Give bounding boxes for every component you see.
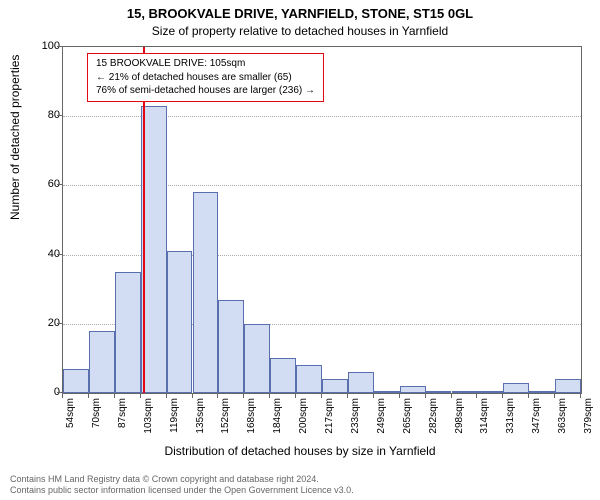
y-tick-mark xyxy=(57,254,62,255)
y-tick-label: 100 xyxy=(24,40,60,52)
x-tick-label: 87sqm xyxy=(117,398,128,448)
chart-title: 15, BROOKVALE DRIVE, YARNFIELD, STONE, S… xyxy=(0,6,600,21)
y-tick-mark xyxy=(57,392,62,393)
x-tick-label: 282sqm xyxy=(428,398,439,448)
histogram-bar xyxy=(374,391,400,393)
histogram-bar xyxy=(167,251,193,393)
info-box-line1: 15 BROOKVALE DRIVE: 105sqm xyxy=(96,57,315,71)
y-tick-label: 40 xyxy=(24,248,60,260)
x-tick-mark xyxy=(192,394,193,398)
x-tick-label: 217sqm xyxy=(324,398,335,448)
histogram-bar xyxy=(555,379,581,393)
x-tick-mark xyxy=(399,394,400,398)
histogram-bar xyxy=(218,300,244,393)
x-tick-mark xyxy=(243,394,244,398)
x-tick-label: 331sqm xyxy=(505,398,516,448)
footer-line2: Contains public sector information licen… xyxy=(10,485,354,496)
x-tick-label: 249sqm xyxy=(376,398,387,448)
histogram-bar xyxy=(270,358,296,393)
x-tick-mark xyxy=(502,394,503,398)
histogram-bar xyxy=(296,365,322,393)
chart-subtitle: Size of property relative to detached ho… xyxy=(0,24,600,38)
histogram-bar xyxy=(115,272,141,393)
x-tick-label: 347sqm xyxy=(531,398,542,448)
y-tick-mark xyxy=(57,184,62,185)
histogram-bar xyxy=(477,391,503,393)
x-tick-label: 152sqm xyxy=(220,398,231,448)
y-tick-label: 60 xyxy=(24,178,60,190)
histogram-bar xyxy=(503,383,529,393)
info-box-line3: 76% of semi-detached houses are larger (… xyxy=(96,84,315,98)
x-tick-mark xyxy=(580,394,581,398)
histogram-bar xyxy=(193,192,219,393)
histogram-bar xyxy=(244,324,270,393)
y-tick-label: 20 xyxy=(24,317,60,329)
x-tick-mark xyxy=(88,394,89,398)
x-tick-mark xyxy=(425,394,426,398)
histogram-bar xyxy=(63,369,89,393)
x-tick-label: 265sqm xyxy=(402,398,413,448)
x-tick-mark xyxy=(217,394,218,398)
x-tick-label: 363sqm xyxy=(557,398,568,448)
x-tick-mark xyxy=(476,394,477,398)
y-axis-label: Number of detached properties xyxy=(8,55,22,220)
histogram-bar xyxy=(322,379,348,393)
footer-line1: Contains HM Land Registry data © Crown c… xyxy=(10,474,354,485)
x-tick-label: 379sqm xyxy=(583,398,594,448)
x-tick-label: 103sqm xyxy=(143,398,154,448)
x-tick-mark xyxy=(62,394,63,398)
chart-container: 15, BROOKVALE DRIVE, YARNFIELD, STONE, S… xyxy=(0,0,600,500)
y-tick-label: 0 xyxy=(24,386,60,398)
y-tick-mark xyxy=(57,46,62,47)
x-tick-mark xyxy=(347,394,348,398)
footer-text: Contains HM Land Registry data © Crown c… xyxy=(10,474,354,497)
x-tick-label: 54sqm xyxy=(65,398,76,448)
x-tick-mark xyxy=(166,394,167,398)
x-tick-mark xyxy=(295,394,296,398)
x-tick-label: 168sqm xyxy=(246,398,257,448)
histogram-bar xyxy=(348,372,374,393)
x-tick-label: 70sqm xyxy=(91,398,102,448)
x-tick-label: 233sqm xyxy=(350,398,361,448)
histogram-bar xyxy=(426,391,452,393)
x-tick-mark xyxy=(269,394,270,398)
x-tick-mark xyxy=(554,394,555,398)
x-tick-label: 200sqm xyxy=(298,398,309,448)
x-tick-mark xyxy=(373,394,374,398)
histogram-bar xyxy=(529,391,555,393)
y-tick-mark xyxy=(57,323,62,324)
info-box: 15 BROOKVALE DRIVE: 105sqm← 21% of detac… xyxy=(87,53,324,102)
x-tick-label: 119sqm xyxy=(169,398,180,448)
histogram-bar xyxy=(89,331,115,393)
histogram-bar xyxy=(452,391,478,393)
x-tick-label: 314sqm xyxy=(479,398,490,448)
x-tick-label: 298sqm xyxy=(454,398,465,448)
info-box-line2: ← 21% of detached houses are smaller (65… xyxy=(96,71,315,85)
y-tick-mark xyxy=(57,115,62,116)
x-tick-mark xyxy=(528,394,529,398)
plot-area: 15 BROOKVALE DRIVE: 105sqm← 21% of detac… xyxy=(62,46,582,394)
histogram-bar xyxy=(400,386,426,393)
x-tick-mark xyxy=(114,394,115,398)
x-tick-label: 184sqm xyxy=(272,398,283,448)
x-tick-mark xyxy=(321,394,322,398)
x-tick-mark xyxy=(140,394,141,398)
x-tick-label: 135sqm xyxy=(195,398,206,448)
x-tick-mark xyxy=(451,394,452,398)
y-tick-label: 80 xyxy=(24,109,60,121)
